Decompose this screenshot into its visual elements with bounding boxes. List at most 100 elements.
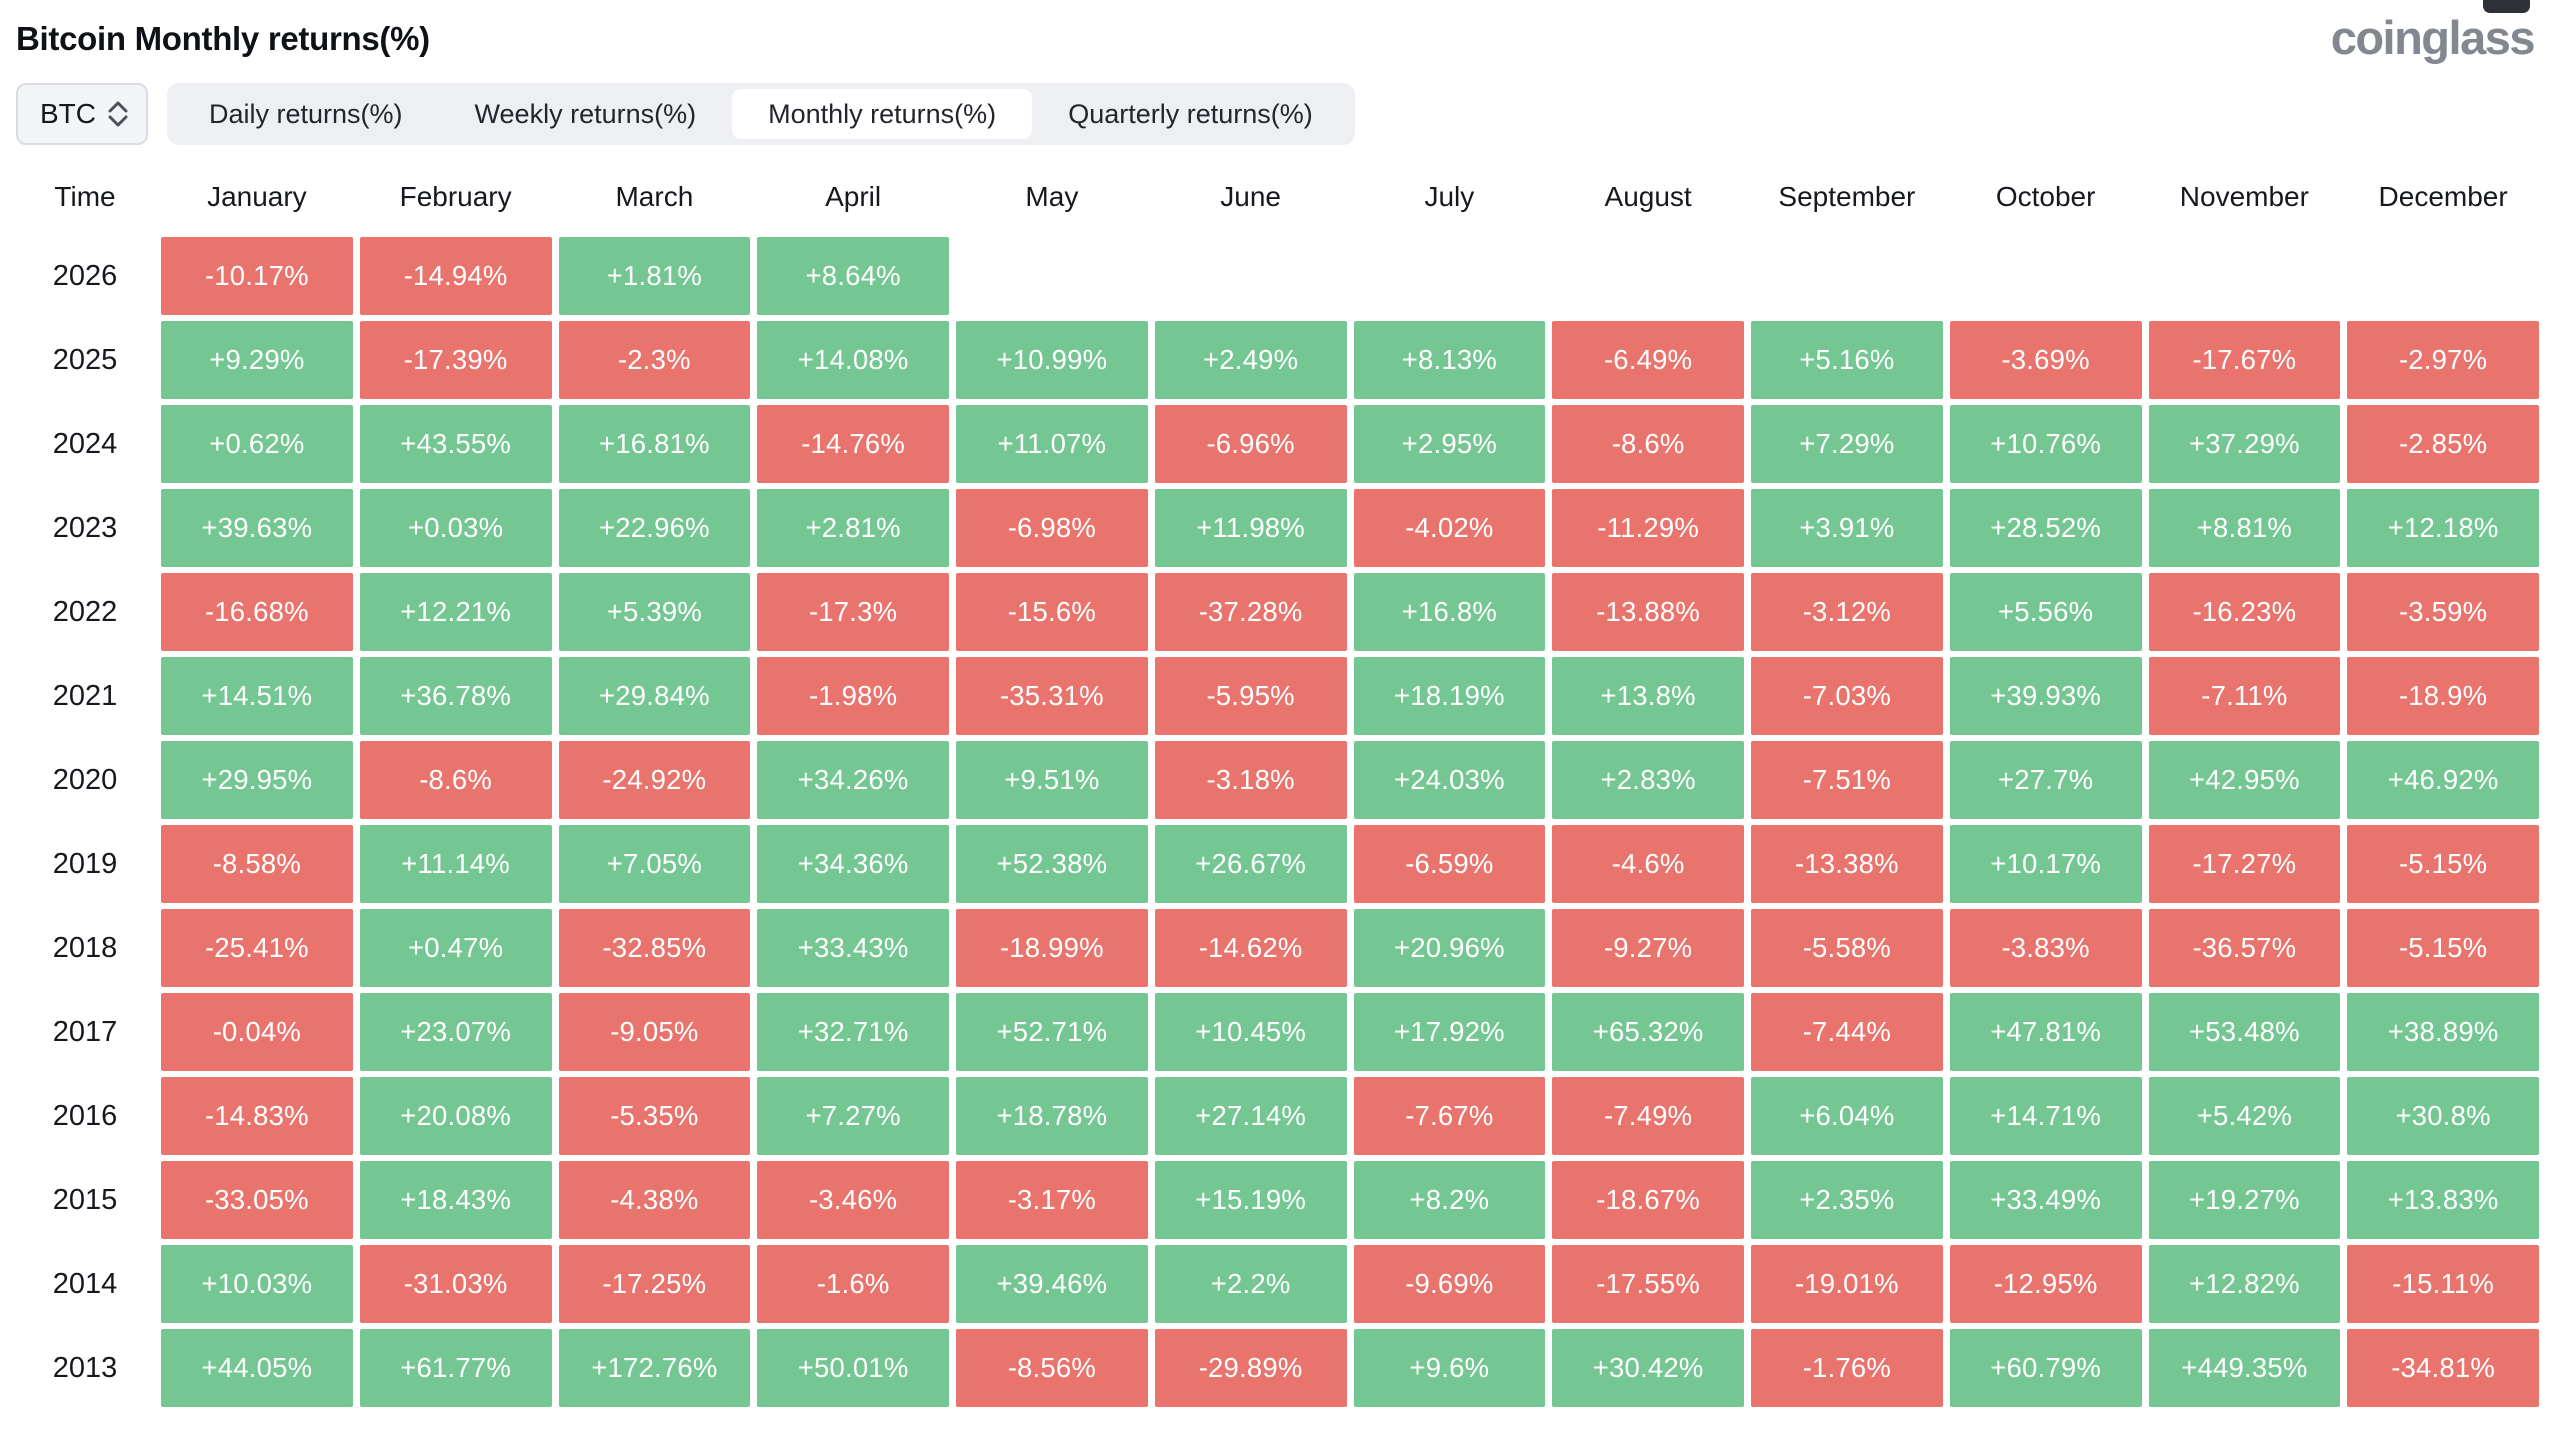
return-cell: -7.49% — [1552, 1077, 1744, 1155]
return-cell: -7.67% — [1353, 1077, 1546, 1155]
col-header-august: August — [1604, 181, 1692, 212]
return-cell: +10.17% — [1949, 825, 2142, 903]
return-cell: +12.18% — [2347, 489, 2539, 567]
return-cell: -15.11% — [2347, 1245, 2539, 1323]
return-cell: -18.9% — [2347, 657, 2539, 735]
col-header-october: October — [1995, 181, 2096, 212]
returns-table: Time January February March April May June July… — [16, 171, 2539, 1407]
return-cell: -17.3% — [757, 573, 949, 651]
return-cell: +449.35% — [2148, 1329, 2341, 1407]
col-header-may: May — [1025, 181, 1079, 212]
row-year-label: 2017 — [52, 1015, 118, 1048]
return-cell: -14.76% — [757, 405, 949, 483]
return-cell: -6.59% — [1353, 825, 1546, 903]
row-year-label: 2024 — [52, 427, 118, 460]
return-cell: +12.82% — [2148, 1245, 2341, 1323]
col-header-april: April — [825, 181, 882, 212]
return-cell: -7.51% — [1751, 741, 1943, 819]
return-cell: -6.98% — [956, 489, 1148, 567]
return-cell: -8.6% — [359, 741, 552, 819]
return-cell: -9.27% — [1552, 909, 1744, 987]
return-cell: -5.15% — [2347, 825, 2539, 903]
tab-weekly-returns[interactable]: Weekly returns(%) — [439, 89, 733, 139]
return-cell: +52.38% — [956, 825, 1148, 903]
return-cell: +14.08% — [757, 321, 949, 399]
return-cell: +43.55% — [359, 405, 552, 483]
return-cell: +16.81% — [558, 405, 751, 483]
tab-quarterly-returns[interactable]: Quarterly returns(%) — [1032, 89, 1349, 139]
return-cell: +11.98% — [1154, 489, 1347, 567]
return-cell: +12.21% — [359, 573, 552, 651]
col-header-january: January — [207, 181, 307, 212]
col-header-time: Time — [54, 181, 116, 212]
tab-monthly-returns[interactable]: Monthly returns(%) — [732, 89, 1033, 139]
table-header-row: Time January February March April May June July… — [16, 171, 2539, 223]
return-cell: +2.81% — [757, 489, 949, 567]
chevron-updown-icon — [108, 101, 128, 127]
return-cell: -4.38% — [558, 1161, 751, 1239]
return-cell: +5.42% — [2148, 1077, 2341, 1155]
return-cell: -4.6% — [1552, 825, 1744, 903]
row-year-label: 2022 — [52, 595, 118, 628]
return-cell: +7.05% — [558, 825, 751, 903]
return-cell: -2.3% — [558, 321, 751, 399]
return-cell: +38.89% — [2347, 993, 2539, 1071]
return-cell: -12.95% — [1949, 1245, 2142, 1323]
return-cell: +2.35% — [1751, 1161, 1943, 1239]
return-cell: -35.31% — [956, 657, 1148, 735]
return-cell: -32.85% — [558, 909, 751, 987]
return-cell: -1.6% — [757, 1245, 949, 1323]
return-cell: -7.11% — [2148, 657, 2341, 735]
return-cell: +8.13% — [1353, 321, 1546, 399]
return-cell: +34.26% — [757, 741, 949, 819]
return-cell: +33.43% — [757, 909, 949, 987]
return-cell: +50.01% — [757, 1329, 949, 1407]
corner-artifact — [2483, 0, 2530, 13]
return-cell: +11.14% — [359, 825, 552, 903]
return-cell: +13.8% — [1552, 657, 1744, 735]
symbol-select[interactable]: BTC — [16, 83, 148, 145]
row-year-label: 2023 — [52, 511, 118, 544]
return-cell: -25.41% — [161, 909, 353, 987]
return-cell: +3.91% — [1751, 489, 1943, 567]
return-cell: +44.05% — [161, 1329, 353, 1407]
return-cell: -9.69% — [1353, 1245, 1546, 1323]
col-header-march: March — [615, 181, 694, 212]
return-cell: +61.77% — [359, 1329, 552, 1407]
return-cell: -2.97% — [2347, 321, 2539, 399]
return-cell — [1751, 237, 1943, 315]
tab-daily-returns[interactable]: Daily returns(%) — [173, 89, 439, 139]
return-cell: +18.19% — [1353, 657, 1546, 735]
return-cell: +9.6% — [1353, 1329, 1546, 1407]
return-cell: -6.96% — [1154, 405, 1347, 483]
return-cell: -5.58% — [1751, 909, 1943, 987]
return-cell: +172.76% — [558, 1329, 751, 1407]
return-cell: +39.46% — [956, 1245, 1148, 1323]
return-cell: +5.56% — [1949, 573, 2142, 651]
return-cell: +2.2% — [1154, 1245, 1347, 1323]
returns-tabs: Daily returns(%) Weekly returns(%) Monthly… — [167, 83, 1355, 145]
return-cell: -19.01% — [1751, 1245, 1943, 1323]
return-cell: -5.15% — [2347, 909, 2539, 987]
return-cell: +17.92% — [1353, 993, 1546, 1071]
return-cell: +60.79% — [1949, 1329, 2142, 1407]
return-cell: -24.92% — [558, 741, 751, 819]
return-cell: -3.17% — [956, 1161, 1148, 1239]
col-header-february: February — [399, 181, 512, 212]
return-cell: -5.35% — [558, 1077, 751, 1155]
return-cell: +29.84% — [558, 657, 751, 735]
return-cell: -17.27% — [2148, 825, 2341, 903]
return-cell: -9.05% — [558, 993, 751, 1071]
return-cell: +33.49% — [1949, 1161, 2142, 1239]
return-cell: +14.51% — [161, 657, 353, 735]
return-cell: +65.32% — [1552, 993, 1744, 1071]
return-cell: +2.95% — [1353, 405, 1546, 483]
return-cell: +8.64% — [757, 237, 949, 315]
return-cell: +23.07% — [359, 993, 552, 1071]
symbol-select-value: BTC — [40, 98, 96, 129]
page-title: Bitcoin Monthly returns(%) — [16, 20, 430, 57]
return-cell: -5.95% — [1154, 657, 1347, 735]
return-cell — [1552, 237, 1744, 315]
return-cell: +29.95% — [161, 741, 353, 819]
return-cell — [1950, 237, 2142, 315]
